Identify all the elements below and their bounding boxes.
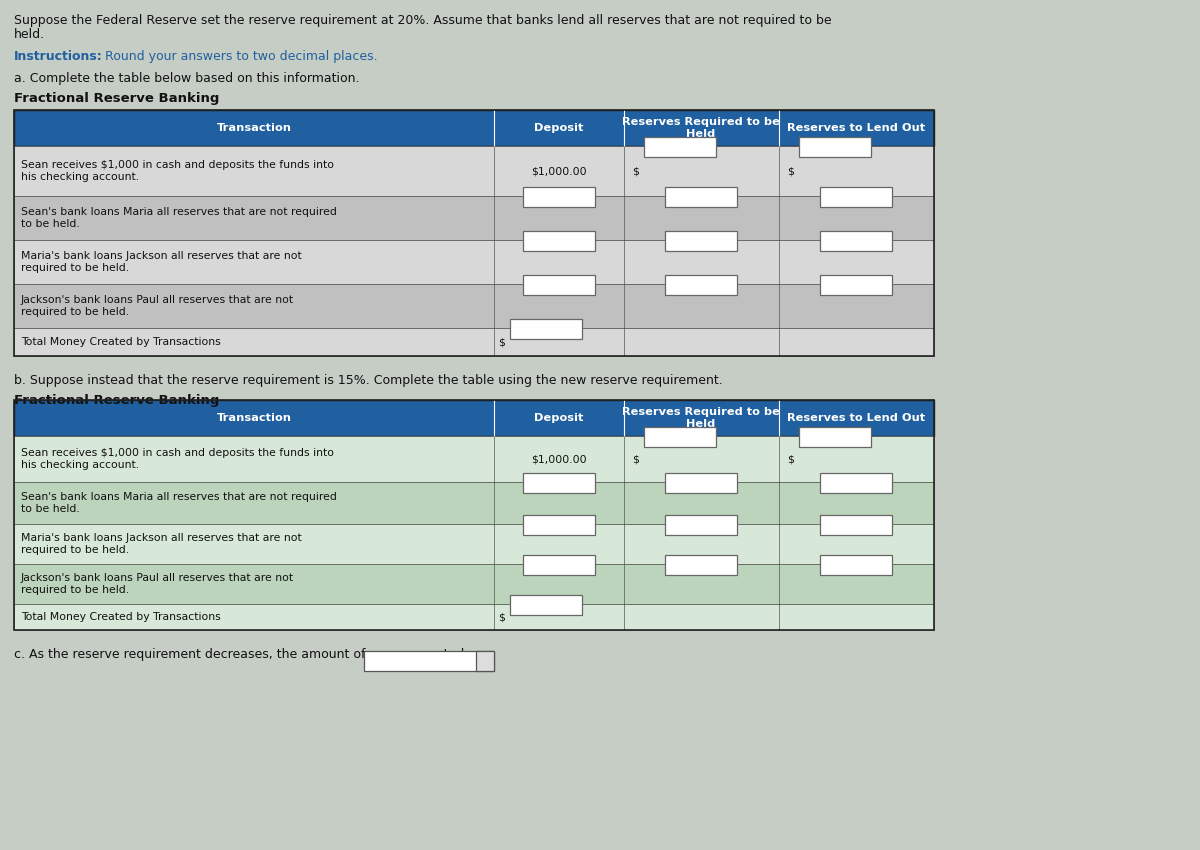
Bar xyxy=(523,231,595,251)
Text: Total Money Created by Transactions: Total Money Created by Transactions xyxy=(22,337,221,347)
Bar xyxy=(14,240,934,284)
Text: Transaction: Transaction xyxy=(216,123,292,133)
Bar xyxy=(820,231,892,251)
Bar xyxy=(820,515,892,535)
Bar xyxy=(820,187,892,207)
Bar xyxy=(14,482,934,524)
Text: $: $ xyxy=(498,612,505,622)
Bar xyxy=(523,473,595,493)
Text: Total Money Created by Transactions: Total Money Created by Transactions xyxy=(22,612,221,622)
Text: (Click to select): (Click to select) xyxy=(378,656,460,666)
Bar xyxy=(523,187,595,207)
Bar xyxy=(14,400,934,630)
Text: $: $ xyxy=(787,454,794,464)
Text: $1,000.00: $1,000.00 xyxy=(532,454,587,464)
Bar xyxy=(14,110,934,356)
Bar xyxy=(14,284,934,328)
Bar xyxy=(523,275,595,295)
Text: $1,000.00: $1,000.00 xyxy=(532,166,587,176)
Text: c. As the reserve requirement decreases, the amount of money created: c. As the reserve requirement decreases,… xyxy=(14,648,464,661)
Bar xyxy=(665,231,737,251)
Bar xyxy=(644,137,716,157)
Bar xyxy=(14,564,934,604)
Text: Sean receives $1,000 in cash and deposits the funds into
his checking account.: Sean receives $1,000 in cash and deposit… xyxy=(22,160,334,182)
Text: Suppose the Federal Reserve set the reserve requirement at 20%. Assume that bank: Suppose the Federal Reserve set the rese… xyxy=(14,14,832,27)
Bar xyxy=(665,187,737,207)
Text: Sean receives $1,000 in cash and deposits the funds into
his checking account.: Sean receives $1,000 in cash and deposit… xyxy=(22,448,334,470)
Bar xyxy=(665,473,737,493)
Bar xyxy=(14,524,934,564)
Bar xyxy=(523,555,595,575)
Text: Reserves to Lend Out: Reserves to Lend Out xyxy=(787,123,925,133)
Text: Reserves Required to be
Held: Reserves Required to be Held xyxy=(622,117,780,139)
Bar xyxy=(820,555,892,575)
Bar xyxy=(14,110,934,146)
Bar xyxy=(523,515,595,535)
Bar xyxy=(799,427,871,447)
Text: $: $ xyxy=(498,337,505,347)
Text: $: $ xyxy=(632,454,638,464)
Text: Deposit: Deposit xyxy=(534,413,583,423)
Bar xyxy=(665,555,737,575)
Text: Round your answers to two decimal places.: Round your answers to two decimal places… xyxy=(101,50,378,63)
Text: Sean's bank loans Maria all reserves that are not required
to be held.: Sean's bank loans Maria all reserves tha… xyxy=(22,207,337,229)
Text: Reserves to Lend Out: Reserves to Lend Out xyxy=(787,413,925,423)
Text: Fractional Reserve Banking: Fractional Reserve Banking xyxy=(14,92,220,105)
Bar xyxy=(476,651,494,671)
Bar xyxy=(14,196,934,240)
Bar xyxy=(14,436,934,482)
Bar xyxy=(14,400,934,436)
Text: Maria's bank loans Jackson all reserves that are not
required to be held.: Maria's bank loans Jackson all reserves … xyxy=(22,252,301,273)
Bar xyxy=(14,146,934,196)
Bar xyxy=(665,515,737,535)
Text: Instructions:: Instructions: xyxy=(14,50,103,63)
Bar xyxy=(14,328,934,356)
Text: Jackson's bank loans Paul all reserves that are not
required to be held.: Jackson's bank loans Paul all reserves t… xyxy=(22,295,294,317)
Bar xyxy=(820,275,892,295)
Bar xyxy=(644,427,716,447)
Bar xyxy=(510,595,582,615)
Text: $: $ xyxy=(632,166,638,176)
Bar xyxy=(510,319,582,339)
Bar xyxy=(820,473,892,493)
Text: a. Complete the table below based on this information.: a. Complete the table below based on thi… xyxy=(14,72,360,85)
Bar xyxy=(14,604,934,630)
Text: Jackson's bank loans Paul all reserves that are not
required to be held.: Jackson's bank loans Paul all reserves t… xyxy=(22,573,294,595)
Text: Fractional Reserve Banking: Fractional Reserve Banking xyxy=(14,394,220,407)
Text: Maria's bank loans Jackson all reserves that are not
required to be held.: Maria's bank loans Jackson all reserves … xyxy=(22,533,301,555)
Text: Sean's bank loans Maria all reserves that are not required
to be held.: Sean's bank loans Maria all reserves tha… xyxy=(22,492,337,513)
Text: Reserves Required to be
Held: Reserves Required to be Held xyxy=(622,407,780,428)
Bar xyxy=(799,137,871,157)
Bar xyxy=(665,275,737,295)
Text: $: $ xyxy=(787,166,794,176)
Text: held.: held. xyxy=(14,28,46,41)
Text: Transaction: Transaction xyxy=(216,413,292,423)
Text: ▾: ▾ xyxy=(482,654,488,667)
Text: Deposit: Deposit xyxy=(534,123,583,133)
Bar xyxy=(365,651,494,671)
Text: b. Suppose instead that the reserve requirement is 15%. Complete the table using: b. Suppose instead that the reserve requ… xyxy=(14,374,722,387)
